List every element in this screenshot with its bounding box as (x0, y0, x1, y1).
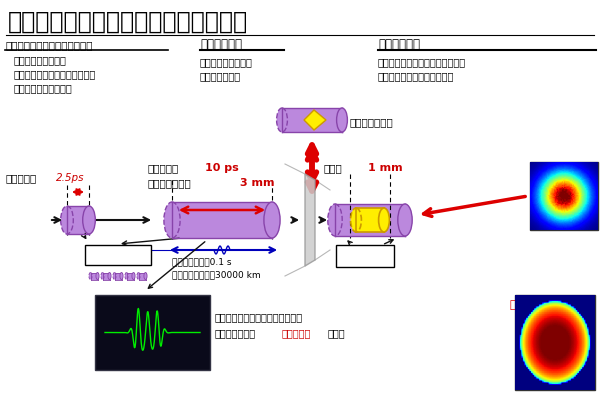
Text: 空間強度分布: 空間強度分布 (378, 38, 420, 51)
Ellipse shape (113, 273, 116, 279)
Ellipse shape (328, 204, 342, 236)
Ellipse shape (164, 202, 180, 238)
Ellipse shape (144, 273, 147, 279)
Ellipse shape (120, 273, 123, 279)
Bar (172, 202, 272, 238)
Text: 10 ps: 10 ps (205, 163, 239, 173)
Bar (139, 273, 146, 279)
Bar (127, 273, 133, 279)
Text: パルス幅：: パルス幅： (5, 173, 36, 183)
Ellipse shape (264, 202, 280, 238)
Text: 2.5ps: 2.5ps (56, 173, 85, 183)
Ellipse shape (137, 273, 140, 279)
Text: Mirror: Mirror (353, 255, 377, 264)
Text: 重ね合わせて、: 重ね合わせて、 (215, 328, 256, 338)
Bar (515, 295, 595, 390)
Text: ２～８パルスに分割し、ずらして: ２～８パルスに分割し、ずらして (215, 312, 303, 322)
Ellipse shape (277, 108, 287, 132)
Text: フラットトップ形状: フラットトップ形状 (510, 300, 569, 310)
Text: パルス幅は２～２０: パルス幅は２～２０ (200, 57, 253, 67)
Bar (103, 273, 110, 279)
Ellipse shape (125, 273, 128, 279)
Polygon shape (304, 110, 326, 130)
Text: ピコ秒まで可変: ピコ秒まで可変 (200, 71, 241, 81)
Bar (335, 204, 405, 236)
Bar (91, 273, 97, 279)
Text: 直径：: 直径： (324, 163, 343, 173)
Ellipse shape (61, 206, 73, 234)
Text: 長さにすると：: 長さにすると： (148, 178, 192, 188)
Ellipse shape (108, 273, 111, 279)
Bar (95, 295, 210, 370)
Ellipse shape (96, 273, 99, 279)
Text: フラットトップ形状（円筒形状）: フラットトップ形状（円筒形状） (378, 57, 466, 67)
Text: Deformable: Deformable (343, 248, 388, 257)
Polygon shape (305, 174, 315, 266)
Bar (115, 273, 121, 279)
Text: 時間強度分布: 時間強度分布 (200, 38, 242, 51)
Ellipse shape (89, 273, 92, 279)
Bar (67, 206, 89, 234)
Ellipse shape (337, 108, 347, 132)
Bar (530, 162, 598, 230)
Ellipse shape (132, 273, 135, 279)
Text: ガウシアン形状: ガウシアン形状 (350, 117, 394, 127)
Text: を作る: を作る (328, 328, 346, 338)
Text: タイミング・ジッター: タイミング・ジッター (14, 83, 73, 93)
Text: PulseStacker: PulseStacker (94, 251, 143, 259)
Ellipse shape (83, 206, 95, 234)
Ellipse shape (379, 208, 389, 232)
Text: レーザ強度（出力）: レーザ強度（出力） (14, 55, 67, 65)
FancyBboxPatch shape (85, 245, 151, 265)
FancyBboxPatch shape (336, 245, 394, 267)
Bar (282, 108, 342, 132)
Text: パルス間隔：～0.1 s: パルス間隔：～0.1 s (172, 257, 232, 266)
Bar (356, 208, 384, 232)
Text: 紫外レーザ光源（長期安定化）: 紫外レーザ光源（長期安定化） (5, 40, 92, 50)
Ellipse shape (101, 273, 104, 279)
Ellipse shape (398, 204, 412, 236)
Text: ポインティング・スタビリティ: ポインティング・スタビリティ (14, 69, 96, 79)
Text: 3 mm: 3 mm (240, 178, 275, 188)
Text: 1 mm: 1 mm (368, 163, 403, 173)
Text: パルス幅：: パルス幅： (148, 163, 179, 173)
Ellipse shape (350, 208, 361, 232)
Text: ガウシアン形状にも整形可能: ガウシアン形状にも整形可能 (378, 71, 454, 81)
Text: 矩形パルス: 矩形パルス (282, 328, 311, 338)
Text: レーザの時間および空間強度分布整形: レーザの時間および空間強度分布整形 (8, 10, 248, 34)
Text: 長さにすると：～30000 km: 長さにすると：～30000 km (172, 271, 260, 279)
